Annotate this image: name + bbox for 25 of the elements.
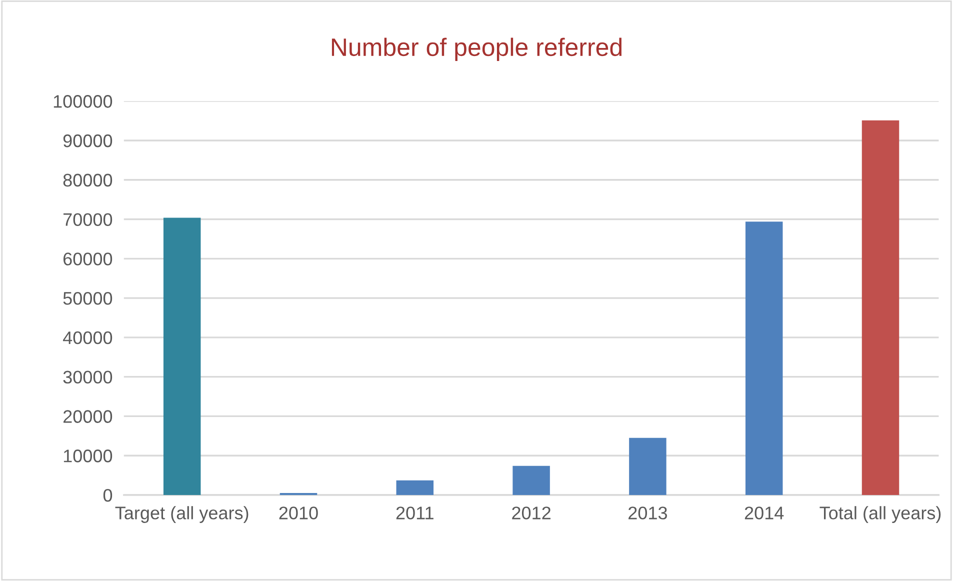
y-tick-label: 70000 (64, 213, 112, 226)
y-tick-label: 100000 (54, 95, 112, 108)
x-tick-label: 2011 (396, 506, 434, 520)
bar (512, 466, 550, 496)
bar (629, 438, 666, 496)
x-tick-label: 2012 (512, 506, 550, 520)
x-tick-label: 2010 (279, 506, 318, 520)
bar (163, 218, 201, 496)
bar (396, 480, 434, 496)
y-tick-label: 0 (103, 488, 112, 502)
y-tick-label: 30000 (63, 370, 112, 384)
bar (862, 120, 900, 496)
y-tick-label: 80000 (63, 174, 112, 187)
y-tick-label: 10000 (64, 450, 112, 462)
y-tick-label: 40000 (62, 331, 112, 344)
bar (745, 222, 783, 496)
y-tick-label: 60000 (63, 252, 112, 266)
y-tick-label: 50000 (63, 292, 112, 305)
x-tick-label: Target (all years) (115, 506, 248, 523)
y-tick-label: 20000 (63, 410, 112, 423)
x-tick-label: 2013 (628, 506, 667, 520)
chart-title: Number of people referred (332, 38, 622, 62)
x-tick-label: 2014 (744, 506, 784, 520)
y-tick-label: 90000 (63, 134, 112, 148)
x-tick-label: Total (all years) (820, 506, 941, 523)
